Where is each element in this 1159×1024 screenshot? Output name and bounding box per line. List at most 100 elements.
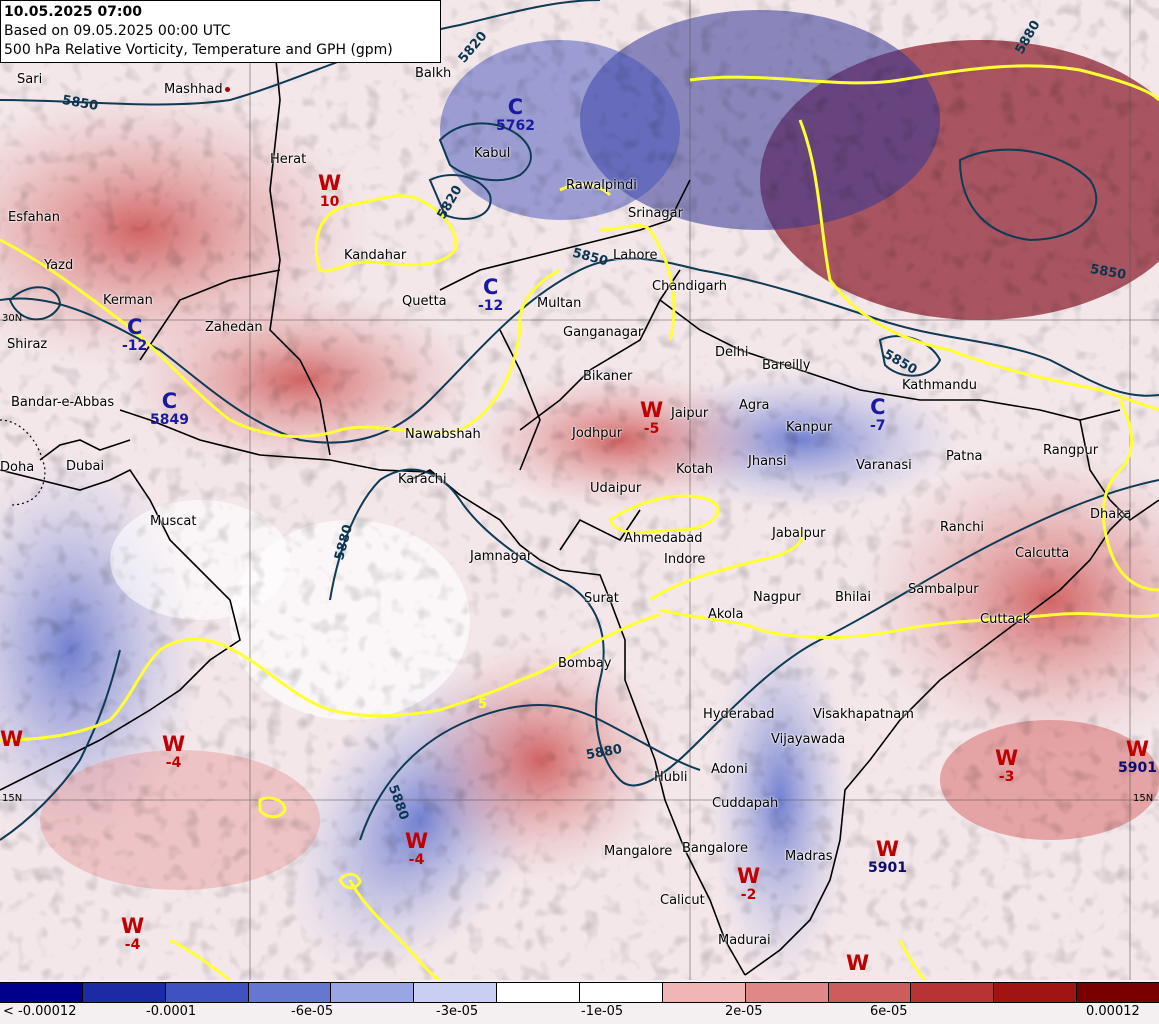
- warm-center: W 5901: [868, 837, 907, 876]
- city-label: Adoni: [711, 762, 748, 777]
- city-label: Rawalpindi: [566, 178, 637, 193]
- city-label: Sambalpur: [908, 582, 979, 597]
- colorbar-segment: [165, 983, 249, 1002]
- cold-center: C -12: [478, 275, 504, 314]
- city-label: Bombay: [558, 656, 612, 671]
- colorbar-segment: [497, 983, 581, 1002]
- city-label: Srinagar: [628, 206, 683, 221]
- weather-map: [0, 0, 1159, 980]
- map-description: 500 hPa Relative Vorticity, Temperature …: [4, 42, 393, 58]
- colorbar-labels: < -0.00012 -0.0001 -6e-05 -3e-05 -1e-05 …: [0, 1004, 1159, 1024]
- city-label: Mashhad: [164, 82, 230, 97]
- city-label: Jodhpur: [572, 426, 623, 441]
- city-label: Sari: [17, 72, 43, 87]
- colorbar-label: 0.00012: [1086, 1004, 1140, 1019]
- lat-label: 30N: [2, 313, 23, 324]
- city-label: Bandar-e-Abbas: [11, 395, 115, 410]
- warm-center: W -5: [640, 398, 664, 437]
- city-label: Balkh: [415, 66, 452, 81]
- lat-label: 15N: [2, 793, 23, 804]
- city-label: Shiraz: [7, 337, 48, 352]
- city-label: Cuttack: [980, 612, 1031, 627]
- city-label: Udaipur: [590, 481, 642, 496]
- warm-center: W 10: [318, 171, 342, 210]
- city-label: Kotah: [676, 462, 714, 477]
- city-label: Calicut: [660, 893, 705, 908]
- city-label: Dubai: [66, 459, 105, 474]
- colorbar-segment: [1077, 983, 1159, 1002]
- cold-center: C -12: [122, 315, 148, 354]
- city-label: Bhilai: [835, 590, 871, 605]
- city-label: Muscat: [150, 514, 197, 529]
- warm-center: W -4: [162, 732, 186, 771]
- city-label: Kathmandu: [902, 378, 977, 393]
- colorbar-label: -6e-05: [291, 1004, 334, 1019]
- cold-center: C 5849: [150, 389, 189, 428]
- colorbar-label: < -0.00012: [3, 1004, 77, 1019]
- colorbar-segment: [248, 983, 332, 1002]
- city-label: Zahedan: [205, 320, 263, 335]
- city-label: Nawabshah: [405, 427, 481, 442]
- warm-center: W -4: [405, 829, 429, 868]
- city-label: Dhaka: [1090, 507, 1132, 522]
- city-label: Indore: [664, 552, 706, 567]
- city-label: Karachi: [398, 472, 447, 487]
- city-label: Doha: [0, 460, 35, 475]
- city-label: Multan: [537, 296, 582, 311]
- city-label: Hubli: [654, 770, 688, 785]
- gph-contours: [0, 0, 1159, 841]
- colorbar-segment: [331, 983, 415, 1002]
- city-label: Agra: [739, 398, 770, 413]
- city-label: Hyderabad: [703, 707, 775, 722]
- colorbar-segment: [828, 983, 912, 1002]
- city-label: Esfahan: [8, 210, 60, 225]
- valid-time: 10.05.2025 07:00: [4, 4, 143, 20]
- city-label: Kabul: [474, 146, 511, 161]
- coastlines-borders: [0, 0, 1159, 976]
- city-label: Calcutta: [1015, 546, 1070, 561]
- city-label: Jamnagar: [470, 549, 533, 564]
- colorbar-label: -3e-05: [436, 1004, 479, 1019]
- city-label: Chandigarh: [652, 279, 727, 294]
- city-label: Cuddapah: [712, 796, 779, 811]
- colorbar-segment: [994, 983, 1078, 1002]
- lat-label: 15N: [1133, 793, 1154, 804]
- colorbar-segment: [82, 983, 166, 1002]
- colorbar: [0, 982, 1159, 1003]
- cold-center: C -7: [870, 395, 886, 434]
- city-label: Nagpur: [753, 590, 801, 605]
- city-label: Herat: [270, 152, 307, 167]
- city-label: Rangpur: [1043, 443, 1099, 458]
- dotted-boundary: [0, 419, 46, 506]
- map-title-box: 10.05.2025 07:00 Based on 09.05.2025 00:…: [0, 0, 441, 63]
- city-label: Bangalore: [682, 841, 748, 856]
- city-label: Jabalpur: [772, 526, 826, 541]
- warm-center: W -2: [737, 864, 761, 903]
- warm-center: W: [0, 727, 24, 751]
- city-label: Yazd: [44, 258, 74, 273]
- city-label: Visakhapatnam: [813, 707, 914, 722]
- colorbar-segment: [414, 983, 498, 1002]
- colorbar-label: 2e-05: [725, 1004, 763, 1019]
- warm-center: W 5901: [1118, 737, 1157, 776]
- contour-label: 5: [478, 697, 488, 712]
- cold-center: C 5762: [496, 95, 535, 134]
- warm-center: W: [846, 951, 870, 975]
- colorbar-segment: [662, 983, 746, 1002]
- city-label: Ganganagar: [563, 325, 644, 340]
- city-marker: [224, 87, 230, 92]
- lat-lon-grid: [0, 0, 1159, 980]
- colorbar-segment: [0, 983, 83, 1002]
- city-label: Mangalore: [604, 844, 673, 859]
- city-label: Jhansi: [748, 454, 787, 469]
- city-label: Kandahar: [344, 248, 407, 263]
- city-label: Bareilly: [762, 358, 811, 373]
- city-label: Akola: [708, 607, 744, 622]
- city-label: Ahmedabad: [624, 531, 703, 546]
- colorbar-segment: [745, 983, 829, 1002]
- city-label: Patna: [946, 449, 983, 464]
- city-label: Bikaner: [583, 369, 633, 384]
- colorbar-segment: [911, 983, 995, 1002]
- city-label: Kanpur: [786, 420, 833, 435]
- city-label: Lahore: [613, 248, 658, 263]
